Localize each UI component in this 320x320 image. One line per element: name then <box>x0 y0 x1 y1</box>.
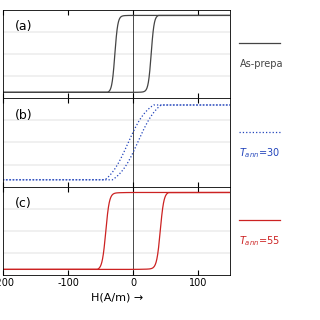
Text: (b): (b) <box>15 109 32 122</box>
Text: (c): (c) <box>15 197 31 210</box>
Text: $T_{ann}$=30: $T_{ann}$=30 <box>239 146 280 160</box>
Text: As-prepa: As-prepa <box>239 60 283 69</box>
Text: $T_{ann}$=55: $T_{ann}$=55 <box>239 235 280 248</box>
Text: (a): (a) <box>15 20 32 33</box>
X-axis label: H(A/m) →: H(A/m) → <box>91 292 143 302</box>
